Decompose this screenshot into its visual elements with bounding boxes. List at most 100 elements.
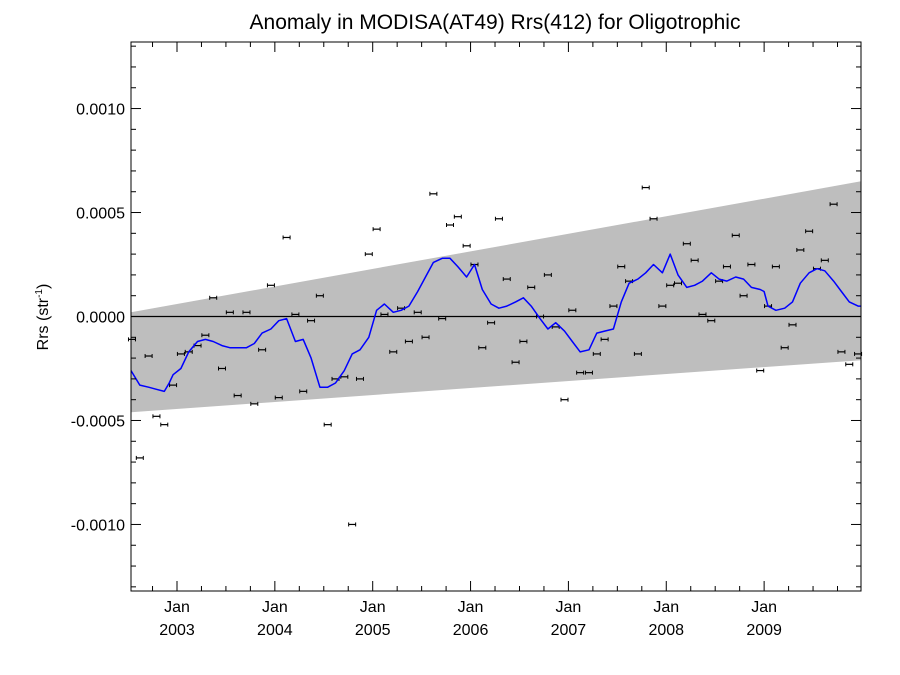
data-point [372,227,381,232]
data-point [820,258,829,263]
data-point [160,422,169,427]
data-point [560,397,569,402]
y-tick-label: 0.0000 [76,310,125,327]
trend-band [131,181,861,413]
data-point [739,293,748,298]
data-point [756,368,765,373]
x-tick-label-month: Jan [458,599,484,616]
data-point [805,229,814,234]
x-tick-label-year: 2006 [453,622,489,639]
data-point [233,393,242,398]
x-tick-label-month: Jan [653,599,679,616]
y-axis-label: Rrs (str-1) [34,284,52,351]
x-tick-label-year: 2008 [648,622,684,639]
data-point [135,455,144,460]
data-point [780,345,789,350]
data-point [600,337,609,342]
data-point [429,191,438,196]
data-point [682,241,691,246]
x-tick-label-month: Jan [751,599,777,616]
data-point [291,312,300,317]
data-point [364,252,373,257]
data-point [446,223,455,227]
data-point [837,349,846,354]
y-axis-label-main: Rrs (str [35,297,52,350]
y-tick-label: 0.0010 [76,102,125,119]
data-point [380,312,389,317]
data-point [641,185,650,190]
smoothed-anomaly-line [130,253,861,393]
data-point [690,258,699,263]
y-tick-label: -0.0010 [71,517,125,534]
data-point [348,522,357,527]
data-point [404,339,413,344]
data-point [674,281,683,286]
y-tick-label: 0.0005 [76,206,125,223]
data-point [568,308,577,313]
data-point [209,295,218,300]
data-point [462,243,471,248]
data-point [218,366,227,371]
data-point [576,370,585,375]
axes: 0.0010 0.0005 0.0000 -0.0005 -0.0010 Jan 2003 J… [71,41,862,639]
data-point [274,395,283,400]
data-point [225,310,234,315]
plot-area [127,181,863,527]
data-point [144,354,153,359]
data-point [282,235,291,240]
data-point [731,233,740,238]
x-tick-label-month: Jan [262,599,288,616]
data-point [796,247,805,252]
data-point [666,283,675,288]
data-point [478,345,487,350]
chart-title: Anomaly in MODISA(AT49) Rrs(412) for Oli… [250,11,741,34]
data-point [788,322,797,327]
x-tick-label-month: Jan [164,599,190,616]
data-point [258,347,267,352]
data-point [201,333,210,338]
y-axis-label-superscript: -1 [34,289,45,298]
x-tick-label-year: 2009 [746,622,782,639]
data-point [315,293,324,298]
x-tick-label-month: Jan [556,599,582,616]
data-point [584,370,593,375]
data-point [649,216,658,221]
data-point [609,304,618,309]
x-tick-label-year: 2003 [159,622,195,639]
data-point [413,310,422,315]
data-point [307,318,316,323]
y-tick-label: -0.0005 [71,413,125,430]
data-point [829,202,838,207]
data-point [299,389,308,394]
data-point [389,349,398,354]
data-point [658,304,667,309]
x-tick-label-year: 2004 [257,622,293,639]
data-point [519,339,528,344]
data-point [511,360,520,365]
data-point [487,320,496,325]
x-tick-label-month: Jan [360,599,386,616]
data-point [250,401,259,406]
data-point [453,214,462,219]
data-point [617,264,626,269]
x-tick-label-year: 2007 [551,622,587,639]
data-point [494,216,503,221]
data-point [323,422,332,427]
data-point [854,351,863,356]
y-axis-label-close: ) [35,284,52,289]
data-point [502,277,511,282]
data-point [242,310,251,315]
data-point [633,351,642,356]
data-point [845,362,854,367]
data-point [543,272,552,277]
data-point [747,262,756,267]
data-point [722,264,731,269]
data-point [152,414,161,419]
data-point [266,283,275,288]
data-point [592,351,601,356]
data-point [771,264,780,269]
data-point [698,312,707,317]
data-point [355,376,364,381]
x-tick-label-year: 2005 [355,622,391,639]
